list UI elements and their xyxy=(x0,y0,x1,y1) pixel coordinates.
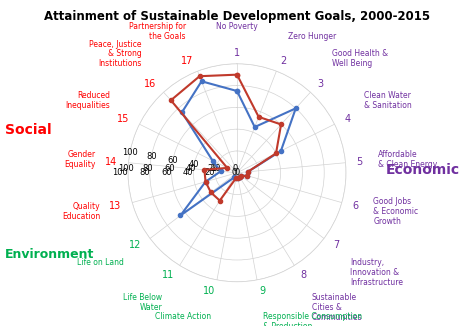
Text: Partnership for
the Goals: Partnership for the Goals xyxy=(128,22,186,41)
Text: 4: 4 xyxy=(344,114,350,124)
Text: Good Health &
Well Being: Good Health & Well Being xyxy=(332,49,389,68)
Text: 9: 9 xyxy=(259,286,265,296)
Text: 5: 5 xyxy=(356,157,363,167)
Text: 10: 10 xyxy=(203,286,215,296)
Text: 20: 20 xyxy=(210,164,221,173)
Text: Industry,
Innovation &
Infrastructure: Industry, Innovation & Infrastructure xyxy=(350,258,403,287)
Text: 2: 2 xyxy=(280,56,287,66)
Text: Life on Land: Life on Land xyxy=(77,258,124,267)
Text: 6: 6 xyxy=(352,200,358,211)
Text: 0: 0 xyxy=(232,168,237,177)
Text: 100: 100 xyxy=(112,168,128,177)
Text: Affordable
& Clean Energy: Affordable & Clean Energy xyxy=(378,150,438,169)
Text: Quality
Education: Quality Education xyxy=(63,202,100,221)
Text: 40: 40 xyxy=(189,160,200,169)
Text: 60: 60 xyxy=(164,164,175,173)
Text: 40: 40 xyxy=(183,168,193,177)
Text: Environment: Environment xyxy=(5,248,94,261)
Text: 100: 100 xyxy=(122,148,138,157)
Text: 80: 80 xyxy=(139,168,150,177)
Text: Sustainable
Cities &
Communities: Sustainable Cities & Communities xyxy=(311,293,362,322)
Text: 0: 0 xyxy=(234,168,240,177)
Text: 1: 1 xyxy=(234,48,240,58)
Text: Clean Water
& Sanitation: Clean Water & Sanitation xyxy=(364,91,411,110)
Text: Responsible Consumption
& Production: Responsible Consumption & Production xyxy=(263,312,362,326)
Text: 20: 20 xyxy=(205,168,215,177)
Text: 13: 13 xyxy=(109,200,122,211)
Text: Gender
Equality: Gender Equality xyxy=(64,150,96,169)
Text: 40: 40 xyxy=(186,164,196,173)
Text: Reduced
Inequalities: Reduced Inequalities xyxy=(65,91,110,110)
Text: 16: 16 xyxy=(144,79,156,89)
Text: Good Jobs
& Economic
Growth: Good Jobs & Economic Growth xyxy=(374,197,419,226)
Text: 7: 7 xyxy=(333,240,339,250)
Text: 8: 8 xyxy=(300,270,306,280)
Text: 60: 60 xyxy=(161,168,172,177)
Text: 14: 14 xyxy=(105,157,118,167)
Text: Social: Social xyxy=(5,124,51,137)
Text: Life Below
Water: Life Below Water xyxy=(123,293,163,312)
Text: 60: 60 xyxy=(167,156,178,165)
Text: 11: 11 xyxy=(162,270,174,280)
Text: 0: 0 xyxy=(232,164,237,173)
Text: 20: 20 xyxy=(208,164,218,173)
Text: 80: 80 xyxy=(142,164,153,173)
Text: Peace, Justice
& Strong
Institutions: Peace, Justice & Strong Institutions xyxy=(89,40,142,68)
Text: No Poverty: No Poverty xyxy=(216,22,258,31)
Text: Economic: Economic xyxy=(386,163,460,176)
Text: 12: 12 xyxy=(129,240,141,250)
Text: Zero Hunger: Zero Hunger xyxy=(288,32,337,41)
Text: Climate Action: Climate Action xyxy=(155,312,211,321)
Text: 17: 17 xyxy=(181,56,194,66)
Text: Attainment of Sustainable Development Goals, 2000-2015: Attainment of Sustainable Development Go… xyxy=(44,10,430,23)
Text: 100: 100 xyxy=(118,164,134,173)
Text: 15: 15 xyxy=(117,114,130,124)
Text: 80: 80 xyxy=(146,152,156,161)
Text: 3: 3 xyxy=(318,79,324,89)
